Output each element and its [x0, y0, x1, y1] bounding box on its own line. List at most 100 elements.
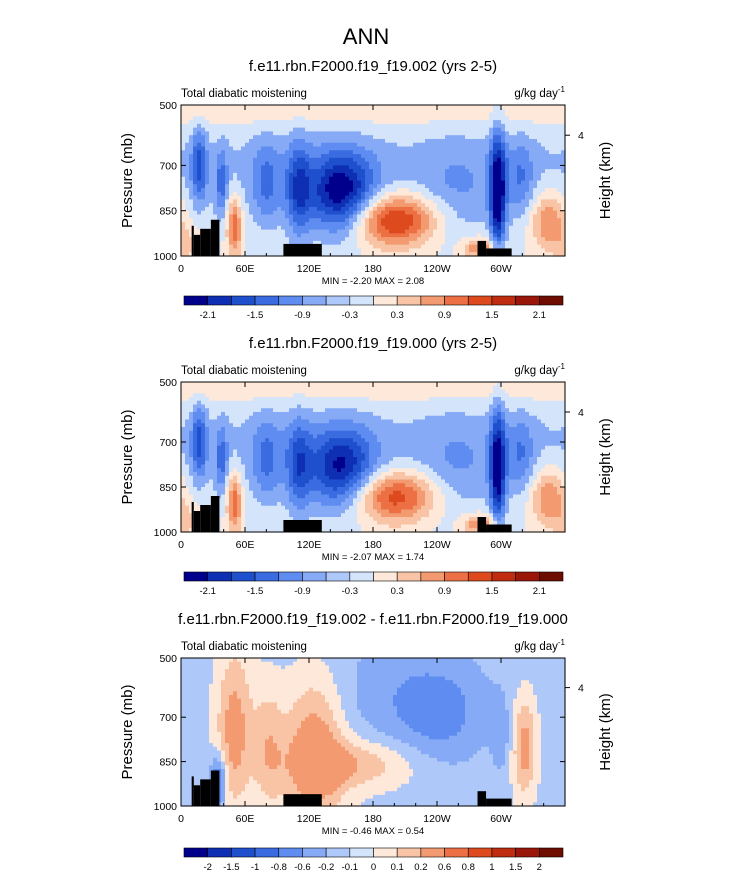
field-cell — [265, 147, 270, 151]
field-cell — [317, 124, 322, 128]
field-cell — [497, 401, 502, 405]
field-cell — [513, 116, 518, 120]
field-cell — [237, 184, 242, 188]
field-cell — [297, 158, 302, 162]
field-cell — [441, 233, 446, 237]
field-cell — [309, 143, 314, 147]
field-cell — [521, 113, 526, 117]
field-cell — [497, 165, 502, 169]
field-cell — [309, 184, 314, 188]
field-cell — [421, 154, 426, 158]
field-cell — [529, 199, 534, 203]
field-cell — [285, 218, 290, 222]
field-cell — [333, 382, 338, 386]
field-cell — [181, 128, 186, 132]
field-cell — [433, 143, 438, 147]
field-cell — [409, 116, 414, 120]
field-cell — [189, 401, 194, 405]
field-cell — [309, 188, 314, 192]
field-cell — [253, 214, 258, 218]
field-cell — [417, 196, 422, 200]
field-cell — [421, 416, 426, 420]
field-cell — [329, 184, 334, 188]
field-cell — [425, 241, 430, 245]
field-cell — [409, 154, 414, 158]
field-cell — [237, 237, 242, 241]
field-cell — [349, 397, 354, 401]
field-cell — [393, 162, 398, 166]
field-cell — [261, 177, 266, 181]
field-cell — [517, 245, 522, 249]
field-cell — [297, 401, 302, 405]
field-cell — [353, 154, 358, 158]
field-cell — [337, 420, 342, 424]
field-cell — [445, 211, 450, 215]
field-cell — [289, 173, 294, 177]
field-cell — [249, 196, 254, 200]
field-cell — [237, 162, 242, 166]
field-cell — [381, 222, 386, 226]
field-cell — [489, 150, 494, 154]
field-cell — [501, 109, 506, 113]
field-cell — [205, 154, 210, 158]
field-cell — [381, 393, 386, 397]
field-cell — [185, 382, 190, 386]
field-cell — [461, 230, 466, 234]
field-cell — [297, 222, 302, 226]
field-cell — [309, 211, 314, 215]
field-cell — [253, 230, 258, 234]
field-cell — [557, 128, 562, 132]
field-cell — [273, 120, 278, 124]
field-cell — [329, 207, 334, 211]
field-cell — [341, 177, 346, 181]
field-cell — [373, 211, 378, 215]
field-cell — [181, 397, 186, 401]
field-cell — [425, 401, 430, 405]
field-cell — [465, 237, 470, 241]
field-cell — [429, 184, 434, 188]
field-cell — [301, 214, 306, 218]
field-cell — [541, 237, 546, 241]
field-cell — [509, 139, 514, 143]
field-cell — [557, 237, 562, 241]
field-cell — [341, 162, 346, 166]
field-cell — [545, 408, 550, 412]
field-cell — [481, 218, 486, 222]
field-cell — [541, 147, 546, 151]
field-cell — [233, 135, 238, 139]
field-cell — [517, 143, 522, 147]
x-tick-label: 0 — [178, 263, 184, 275]
field-cell — [265, 420, 270, 424]
field-cell — [365, 393, 370, 397]
field-cell — [193, 196, 198, 200]
field-cell — [265, 218, 270, 222]
field-cell — [453, 420, 458, 424]
field-cell — [265, 386, 270, 390]
field-cell — [481, 158, 486, 162]
field-cell — [461, 109, 466, 113]
field-cell — [545, 393, 550, 397]
field-cell — [517, 147, 522, 151]
field-cell — [325, 154, 330, 158]
field-cell — [481, 416, 486, 420]
field-cell — [377, 416, 382, 420]
field-cell — [257, 184, 262, 188]
field-cell — [417, 397, 422, 401]
field-cell — [201, 416, 206, 420]
field-cell — [501, 408, 506, 412]
field-cell — [361, 184, 366, 188]
field-cell — [233, 199, 238, 203]
field-cell — [313, 181, 318, 185]
field-cell — [197, 207, 202, 211]
field-cell — [249, 113, 254, 117]
field-cell — [285, 416, 290, 420]
field-cell — [461, 218, 466, 222]
field-cell — [437, 397, 442, 401]
field-cell — [253, 147, 258, 151]
field-cell — [481, 105, 486, 109]
field-cell — [453, 181, 458, 185]
field-cell — [405, 203, 410, 207]
field-cell — [361, 143, 366, 147]
field-cell — [461, 390, 466, 394]
field-cell — [341, 408, 346, 412]
